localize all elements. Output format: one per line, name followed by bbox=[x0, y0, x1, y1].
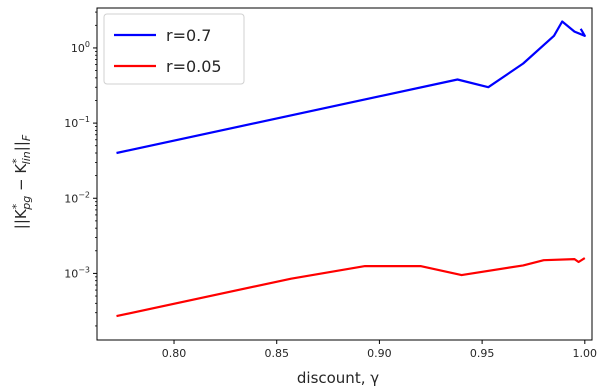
x-tick-label: 0.85 bbox=[264, 347, 289, 360]
x-tick-label: 0.80 bbox=[162, 347, 187, 360]
y-tick-label: 10−3 bbox=[64, 265, 90, 280]
x-axis: 0.80 0.85 0.90 0.95 1.00 bbox=[162, 340, 597, 360]
y-tick-label: 10−1 bbox=[64, 115, 90, 130]
series-line-r-0.7 bbox=[116, 20, 586, 155]
y-axis-label: ||K*pg − K*lin||F bbox=[10, 134, 33, 229]
series-layer bbox=[116, 20, 586, 318]
legend-label: r=0.7 bbox=[166, 26, 211, 45]
legend: r=0.7 r=0.05 bbox=[103, 13, 245, 85]
y-axis: 10−3 10−2 10−1 100 bbox=[64, 11, 97, 327]
x-tick-label: 0.90 bbox=[367, 347, 392, 360]
series-line-r-0.05 bbox=[116, 257, 586, 318]
y-tick-label: 10−2 bbox=[64, 190, 90, 205]
y-tick-label: 100 bbox=[71, 40, 90, 55]
x-tick-label: 0.95 bbox=[470, 347, 495, 360]
legend-label: r=0.05 bbox=[166, 57, 222, 76]
x-tick-label: 1.00 bbox=[573, 347, 598, 360]
x-axis-label: discount, γ bbox=[297, 369, 379, 387]
